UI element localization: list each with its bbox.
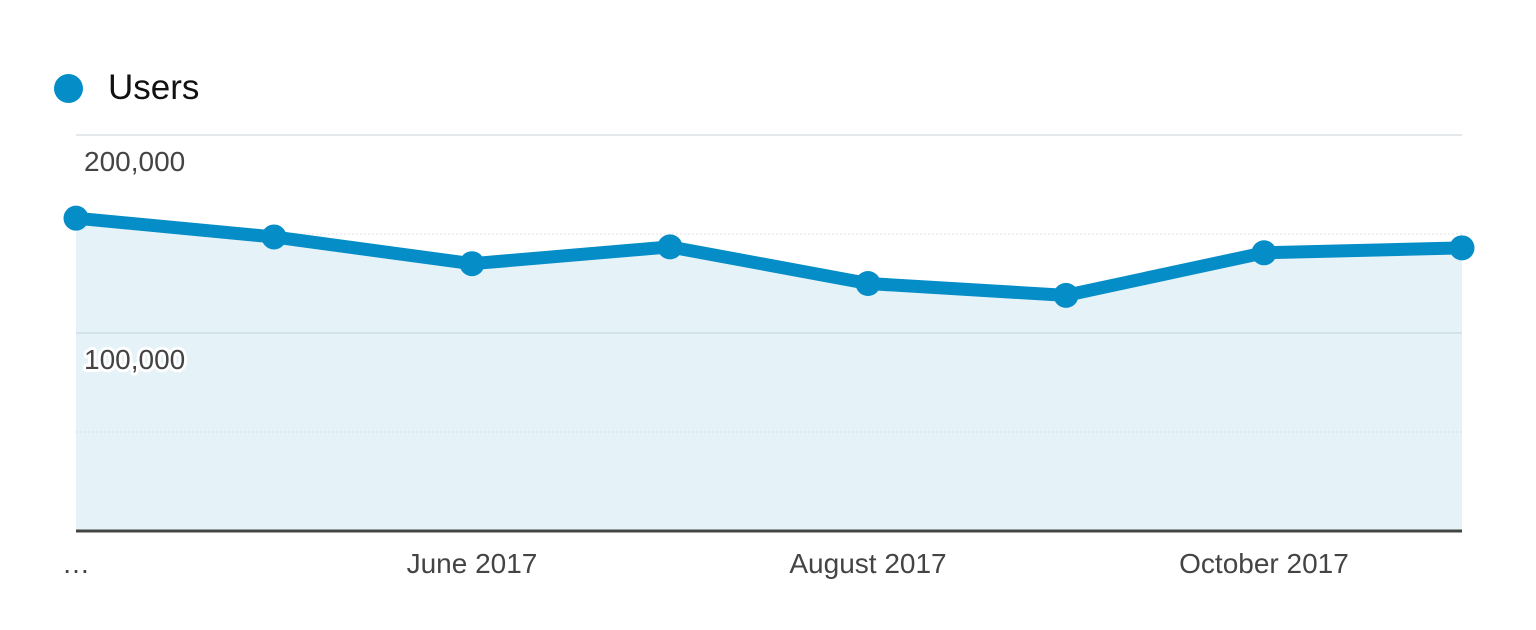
y-tick-label-100000: 100,000 [84,344,185,375]
data-point-marker[interactable] [459,251,485,277]
x-tick-label-august-2017: August 2017 [789,548,946,579]
x-tick-label-june-2017: June 2017 [407,548,538,579]
data-point-marker[interactable] [657,234,683,260]
x-tick-label-ellipsis: … [62,548,90,579]
legend-label-users: Users [108,68,200,107]
data-point-marker[interactable] [1053,282,1079,308]
x-axis-labels: … June 2017 August 2017 October 2017 [62,548,1349,579]
users-line [75,211,1463,302]
legend-series-dot-icon [54,73,83,103]
data-point-marker[interactable] [63,205,89,231]
y-axis-labels: 200,000 100,000 [81,146,188,378]
data-points [63,205,1475,308]
data-point-marker[interactable] [1251,240,1277,266]
chart-legend: Users [54,66,199,110]
data-point-marker[interactable] [855,271,881,296]
area-fill [76,218,1462,531]
y-tick-label-200000: 200,000 [84,146,185,177]
x-tick-label-october-2017: October 2017 [1179,548,1349,579]
data-point-marker[interactable] [1449,235,1475,261]
data-point-marker[interactable] [261,224,287,250]
